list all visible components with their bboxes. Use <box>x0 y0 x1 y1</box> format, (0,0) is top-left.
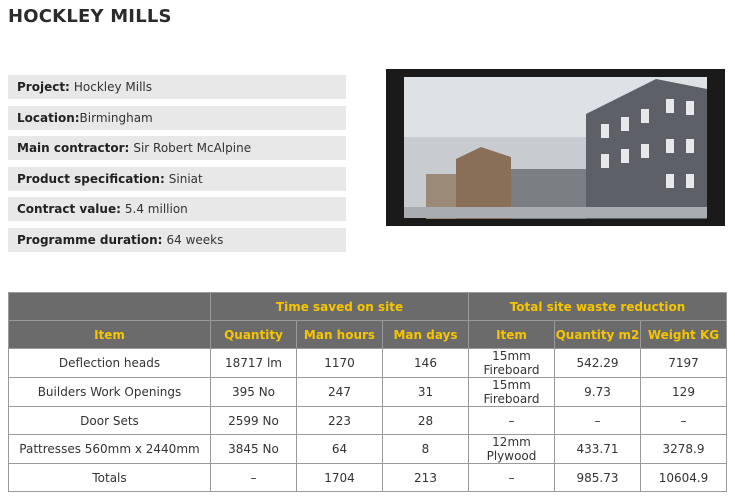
table-cell: 64 <box>296 434 383 464</box>
table-cell: – <box>210 463 297 492</box>
info-row: Main contractor: Sir Robert McAlpine <box>8 136 346 161</box>
info-value: Sir Robert McAlpine <box>133 141 252 156</box>
info-label: Product specification: <box>17 171 165 186</box>
column-header: Item <box>468 320 555 349</box>
table-cell: 31 <box>382 377 469 407</box>
table-row: Totals –1704 213–985.73 10604.9 <box>8 463 727 492</box>
group-header-row: Time saved on site Total site waste reduc… <box>8 292 727 321</box>
table-cell: 1704 <box>296 463 383 492</box>
table-cell: Pattresses 560mm x 2440mm <box>8 434 211 464</box>
column-header: Weight KG <box>640 320 727 349</box>
table-cell: – <box>468 406 555 435</box>
table-cell: 7197 <box>640 348 727 378</box>
info-label: Project: <box>17 80 70 94</box>
table-row: Door Sets 2599 No 223 28– – – <box>8 406 727 435</box>
table-cell: 985.73 <box>554 463 641 492</box>
column-header: Man days <box>382 320 469 349</box>
info-row: Contract value: 5.4 million <box>8 197 346 222</box>
info-row: Project: Hockley Mills <box>8 75 346 99</box>
table-cell: 1170 <box>296 348 383 378</box>
info-label: Location: <box>17 110 80 125</box>
table-row: Builders Work Openings 395 No 247 31 15mm Fi… <box>8 377 727 407</box>
table-row: Deflection heads 18717 lm 1170 146 15mm Fire… <box>8 348 727 378</box>
table-cell: 8 <box>382 434 469 464</box>
table-cell: 10604.9 <box>640 463 727 492</box>
column-header-row: Item Quantity Man hours Man days Item Quantit… <box>8 320 727 349</box>
table-cell: 15mm Fireboard <box>468 377 555 407</box>
info-row: Programme duration: 64 weeks <box>8 227 346 252</box>
info-label: Programme duration: <box>17 232 163 247</box>
table-cell: – <box>468 463 555 492</box>
table-cell: 9.73 <box>554 377 641 407</box>
table-row: Pattresses 560mm x 2440mm 3845 No 64 8 12mm … <box>8 434 727 464</box>
column-header: Item <box>8 320 211 349</box>
info-label: Contract value: <box>17 202 121 217</box>
info-value: Birmingham <box>79 110 153 125</box>
header-cell <box>8 292 211 321</box>
table-cell: 28 <box>382 406 469 435</box>
column-header: Quantity <box>210 320 297 349</box>
table-cell: 15mm Fireboard <box>468 348 555 378</box>
table-cell: Builders Work Openings <box>8 377 211 407</box>
table-cell: 213 <box>382 463 469 492</box>
info-value: Siniat <box>168 171 203 186</box>
table-cell: 3278.9 <box>640 434 727 464</box>
column-header: Quantity m2 <box>554 320 641 349</box>
table-cell: 129 <box>640 377 727 407</box>
data-table: Time saved on site Total site waste reduc… <box>8 292 727 492</box>
title: HOCKLEY MILLS <box>8 6 172 27</box>
info-panel: Project: Hockley Mills Location:Birmingham… <box>8 75 346 259</box>
table-cell: 433.71 <box>554 434 641 464</box>
table-cell: Totals <box>8 463 211 492</box>
info-row: Location:Birmingham <box>8 105 346 130</box>
table-cell: – <box>554 406 641 435</box>
table-cell: 146 <box>382 348 469 378</box>
table-cell: Door Sets <box>8 406 211 435</box>
table-cell: 223 <box>296 406 383 435</box>
table-cell: Deflection heads <box>8 348 211 378</box>
table-cell: – <box>640 406 727 435</box>
table-cell: 18717 lm <box>210 348 297 378</box>
table-cell: 395 No <box>210 377 297 407</box>
table-cell: 3845 No <box>210 434 297 464</box>
info-label: Main contractor: <box>17 141 130 156</box>
table-cell: 542.29 <box>554 348 641 378</box>
table-cell: 247 <box>296 377 383 407</box>
project-image <box>386 69 725 226</box>
info-value: 64 weeks <box>166 232 224 247</box>
table-cell: 2599 No <box>210 406 297 435</box>
column-header: Man hours <box>296 320 383 349</box>
info-row: Product specification: Siniat <box>8 166 346 191</box>
group-header: Time saved on site <box>210 292 469 321</box>
group-header: Total site waste reduction <box>468 292 727 321</box>
table-cell: 12mm Plywood <box>468 434 555 464</box>
info-value: Hockley Mills <box>73 80 153 94</box>
info-value: 5.4 million <box>124 202 188 217</box>
